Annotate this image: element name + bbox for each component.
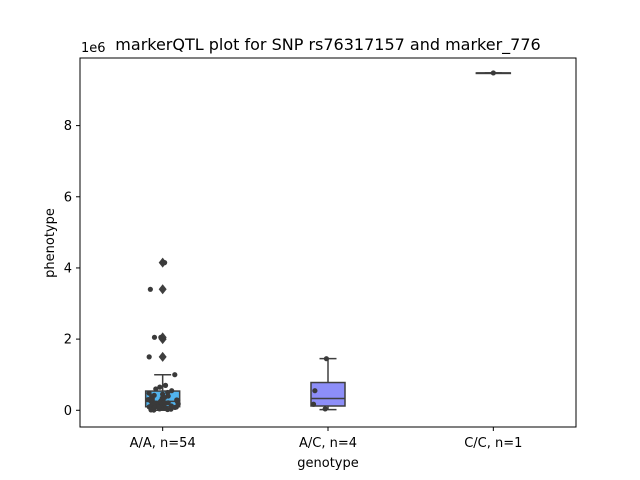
data-point [311, 402, 316, 407]
x-tick-label: A/A, n=54 [130, 436, 196, 451]
data-point [162, 260, 167, 265]
data-point [324, 356, 329, 361]
data-point [153, 386, 158, 391]
data-point [165, 407, 170, 412]
data-point [312, 388, 317, 393]
x-axis-label: genotype [297, 456, 358, 471]
data-point [147, 354, 152, 359]
y-scale-label: 1e6 [81, 41, 106, 56]
box-iqr [311, 383, 345, 406]
data-point [151, 407, 156, 412]
y-tick-label: 0 [64, 404, 72, 419]
data-point [157, 406, 162, 411]
y-tick-label: 6 [64, 190, 72, 205]
x-tick-label: C/C, n=1 [464, 436, 522, 451]
data-point [160, 337, 165, 342]
chart-title: markerQTL plot for SNP rs76317157 and ma… [115, 35, 540, 55]
data-point [163, 383, 168, 388]
data-point [152, 335, 157, 340]
x-tick-label: A/C, n=4 [299, 436, 357, 451]
data-point [148, 287, 153, 292]
y-tick-label: 2 [64, 333, 72, 348]
data-point [323, 406, 328, 411]
data-point [491, 70, 496, 75]
y-tick-label: 4 [64, 261, 72, 276]
y-tick-label: 8 [64, 119, 72, 134]
y-axis-label: phenotype [43, 208, 58, 278]
data-point [172, 372, 177, 377]
